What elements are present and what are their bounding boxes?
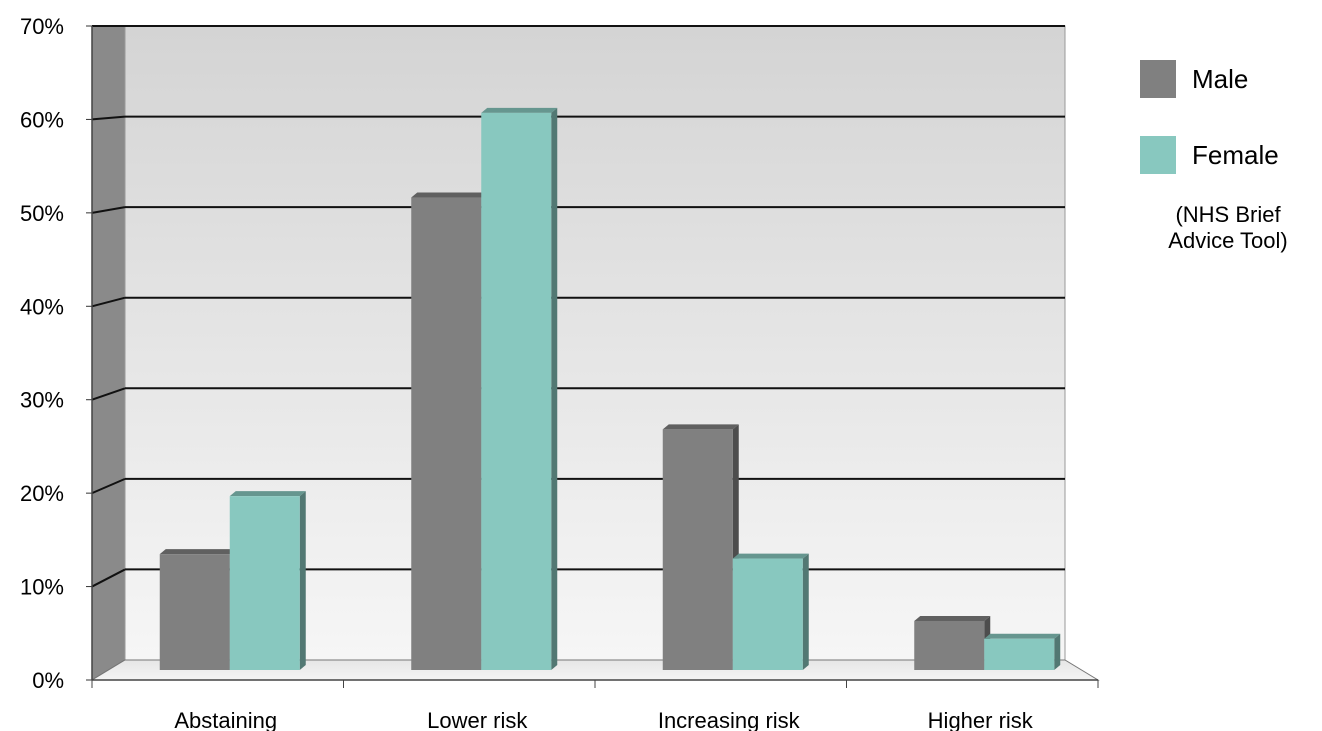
bar-top <box>229 491 306 497</box>
side-wall <box>91 25 126 681</box>
legend-swatch-female <box>1140 136 1176 174</box>
y-tick-label: 10% <box>20 575 64 600</box>
bar-front <box>914 620 985 670</box>
bar-top <box>914 615 991 621</box>
bar-side <box>551 107 558 671</box>
bar-front <box>229 496 300 670</box>
gridline-depth <box>91 387 126 401</box>
source-note: (NHS Brief Advice Tool) <box>1148 202 1308 254</box>
bar-front <box>159 554 230 670</box>
x-tick-label: Lower risk <box>427 708 528 731</box>
gridline-depth <box>91 115 126 121</box>
gridline-depth <box>91 296 126 308</box>
bar-side <box>1054 633 1061 670</box>
y-tick-label: 60% <box>20 107 64 132</box>
bar-top <box>159 549 236 555</box>
x-tick-label: Abstaining <box>174 708 277 731</box>
bar-top <box>481 107 558 113</box>
y-tick-label: 20% <box>20 481 64 506</box>
legend-label-male: Male <box>1192 63 1249 94</box>
legend-label-female: Female <box>1192 139 1279 170</box>
y-tick-label: 70% <box>20 14 64 39</box>
gridline-depth <box>91 477 126 495</box>
bar-male-increasing-risk <box>662 424 739 670</box>
gridline-depth <box>91 206 126 214</box>
bar-front <box>662 429 733 670</box>
bar-female-higher-risk <box>984 633 1061 670</box>
source-note-line2: Advice Tool) <box>1168 228 1288 253</box>
bar-front <box>411 197 482 671</box>
legend: Male Female (NHS Brief Advice Tool) <box>1140 60 1315 254</box>
x-tick-label: Higher risk <box>928 708 1034 731</box>
y-tick-label: 0% <box>32 668 64 693</box>
gridline-depth <box>91 568 126 588</box>
x-tick-label: Increasing risk <box>658 708 801 731</box>
bar-female-increasing-risk <box>732 553 809 670</box>
legend-item-female: Female <box>1140 136 1315 174</box>
bar-top <box>732 553 809 559</box>
bar-top <box>662 424 739 430</box>
y-tick-label: 50% <box>20 201 64 226</box>
bar-male-higher-risk <box>914 615 991 670</box>
bar-front <box>732 558 803 670</box>
bar-female-abstaining <box>229 491 306 670</box>
y-tick-label: 40% <box>20 294 64 319</box>
bar-top <box>984 633 1061 639</box>
bar-male-lower-risk <box>411 192 488 671</box>
legend-item-male: Male <box>1140 60 1315 98</box>
source-note-line1: (NHS Brief <box>1175 202 1281 227</box>
bar-front <box>481 112 552 671</box>
bar-top <box>411 192 488 198</box>
bar-side <box>299 491 306 670</box>
bar-side <box>802 553 809 670</box>
bar-male-abstaining <box>159 549 236 670</box>
bar-front <box>984 638 1055 670</box>
y-tick-label: 30% <box>20 388 64 413</box>
bar-female-lower-risk <box>481 107 558 671</box>
legend-swatch-male <box>1140 60 1176 98</box>
